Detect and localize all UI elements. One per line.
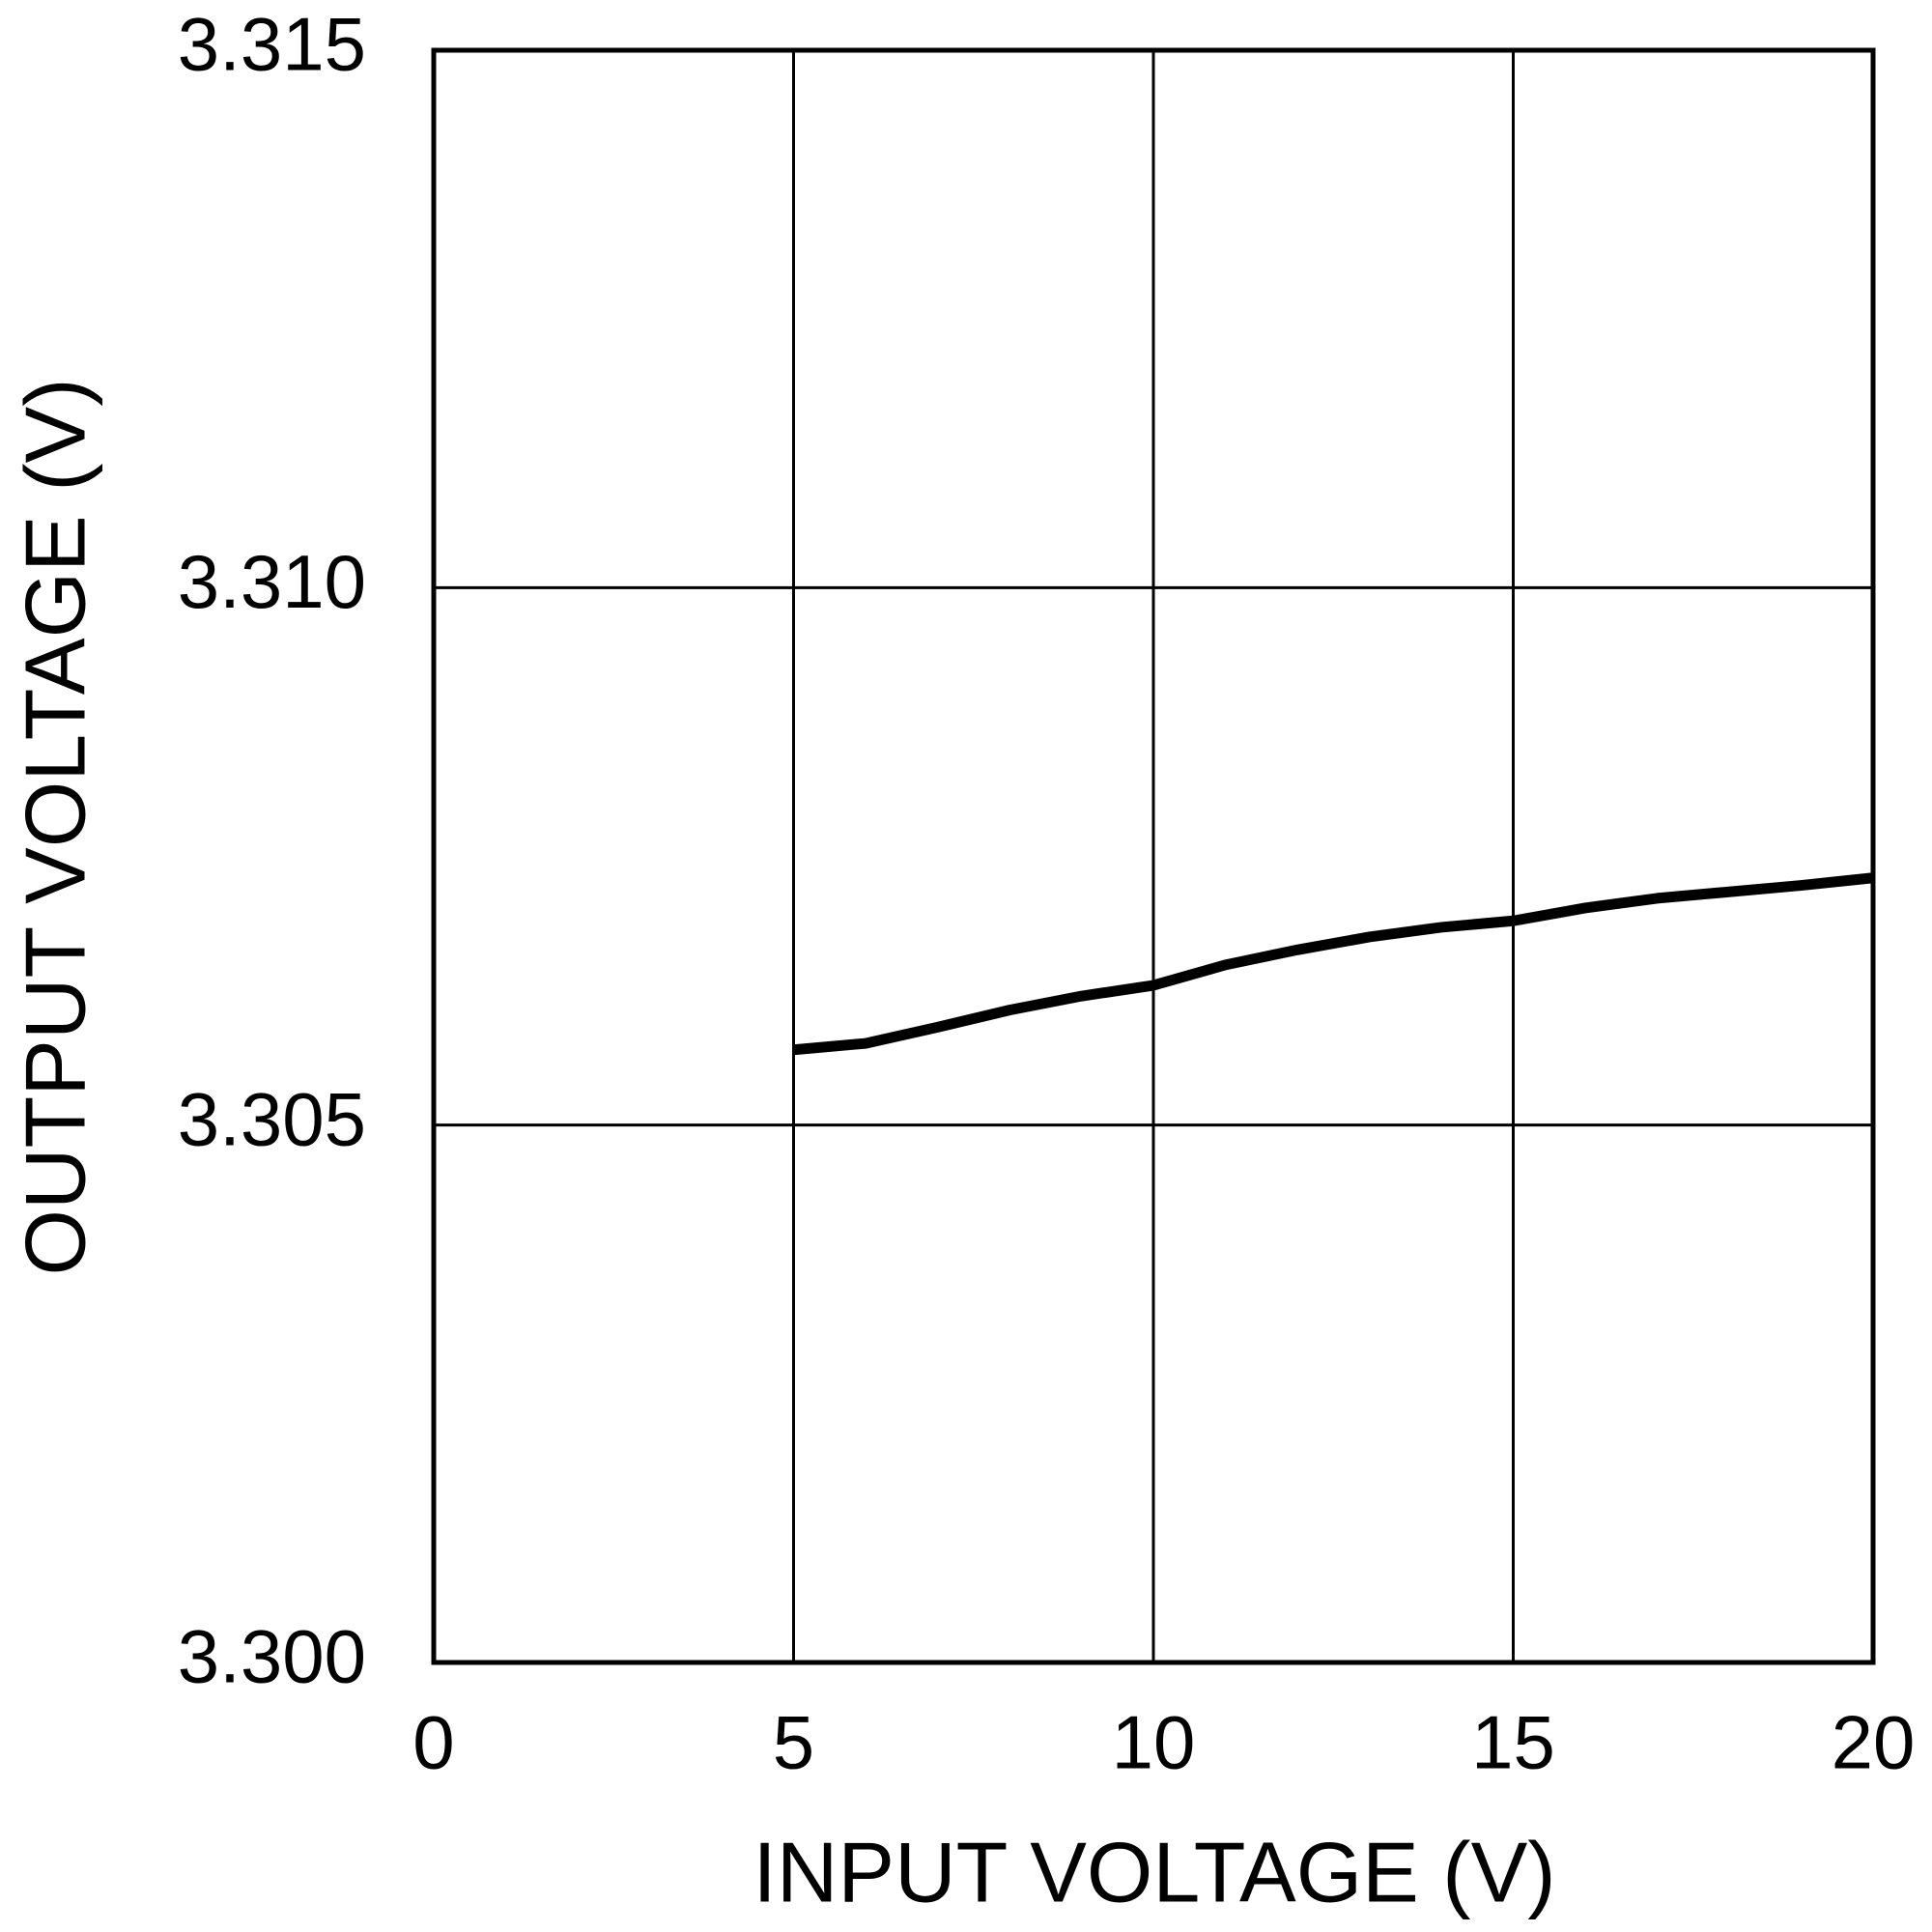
x-axis-title: INPUT VOLTAGE (V) [753,1824,1555,1919]
y-tick-label: 3.315 [178,2,366,87]
y-tick-label: 3.305 [178,1076,366,1161]
x-tick-label: 15 [1471,1700,1555,1785]
x-tick-label: 10 [1112,1700,1196,1785]
y-tick-label: 3.300 [178,1614,366,1699]
x-tick-label: 5 [773,1700,814,1785]
y-tick-label: 3.310 [178,539,366,624]
data-line [793,872,1874,1056]
plot-frame [431,47,1876,1665]
x-tick-label: 20 [1832,1700,1916,1785]
x-tick-label: 0 [412,1700,454,1785]
y-axis-title: OUTPUT VOLTAGE (V) [7,379,102,1276]
